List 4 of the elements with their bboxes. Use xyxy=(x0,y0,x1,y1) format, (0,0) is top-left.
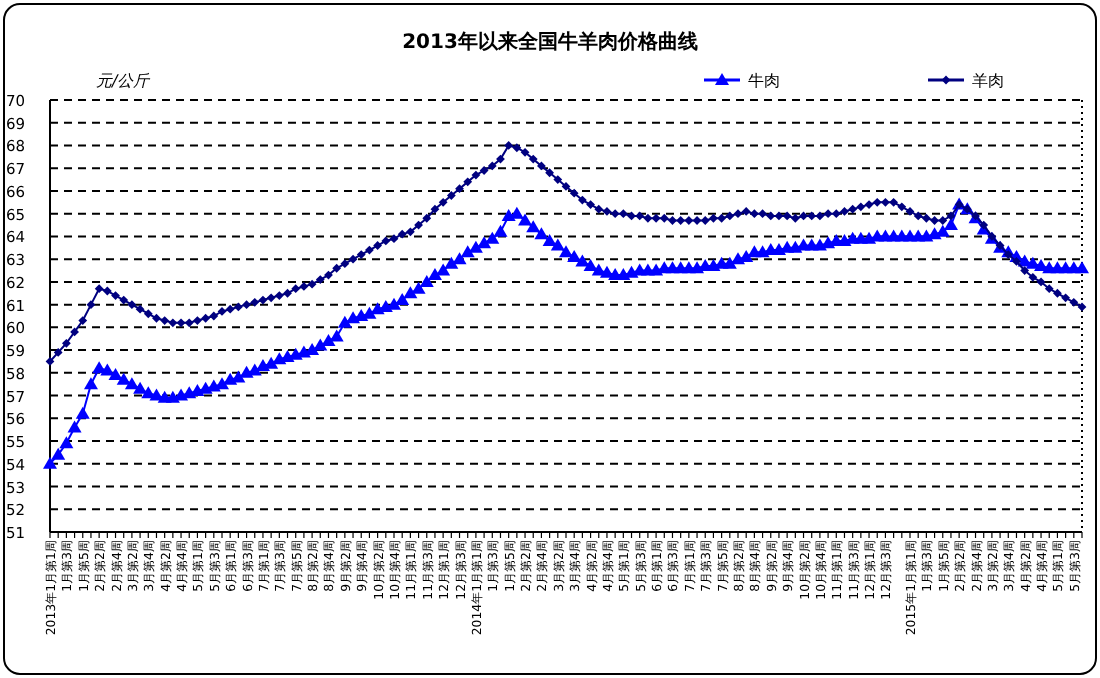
legend-label: 羊肉 xyxy=(972,72,1004,90)
legend-label: 牛肉 xyxy=(748,72,780,90)
y-axis-title: 元/公斤 xyxy=(96,72,152,90)
chart-title: 2013年以来全国牛羊肉价格曲线 xyxy=(402,30,698,54)
